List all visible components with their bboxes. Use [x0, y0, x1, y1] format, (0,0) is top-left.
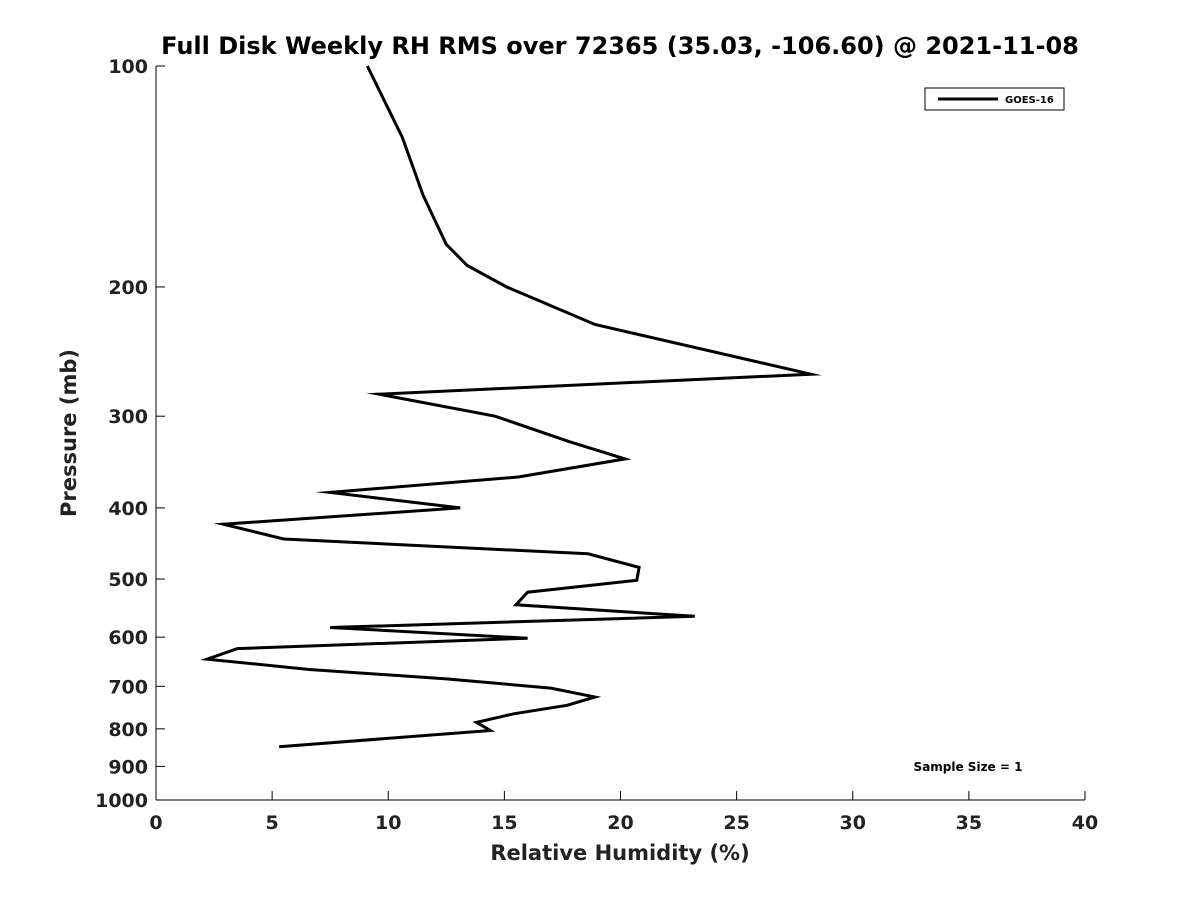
y-axis: 100 200 300 400 500 600 700 800 900 1000 — [95, 56, 165, 812]
series-line-goes-16 — [200, 65, 822, 749]
y-tick-label: 800 — [108, 719, 148, 741]
x-tick-label: 35 — [956, 812, 982, 834]
x-tick-label: 15 — [491, 812, 517, 834]
x-tick-label: 10 — [375, 812, 401, 834]
y-tick-label: 200 — [108, 277, 148, 299]
x-tick-label: 20 — [607, 812, 633, 834]
x-tick-label: 0 — [149, 812, 162, 834]
y-tick-label: 300 — [108, 406, 148, 428]
y-tick-label: 900 — [108, 756, 148, 778]
legend-label-goes-16: GOES-16 — [1005, 95, 1054, 106]
x-tick-label: 40 — [1072, 812, 1098, 834]
x-axis: 0 5 10 15 20 25 30 35 40 — [149, 791, 1098, 834]
series-layer — [200, 65, 822, 749]
x-tick-label: 25 — [723, 812, 749, 834]
y-tick-label: 400 — [108, 498, 148, 520]
x-axis-label: Relative Humidity (%) — [490, 841, 749, 865]
x-tick-label: 30 — [840, 812, 866, 834]
y-tick-label: 100 — [108, 56, 148, 78]
y-tick-label: 700 — [108, 676, 148, 698]
axes — [155, 66, 1085, 801]
chart-title: Full Disk Weekly RH RMS over 72365 (35.0… — [161, 32, 1079, 60]
legend: GOES-16 — [924, 87, 1065, 111]
x-tick-label: 5 — [266, 812, 279, 834]
y-tick-label: 500 — [108, 569, 148, 591]
sample-size-note: Sample Size = 1 — [914, 760, 1023, 774]
y-axis-label: Pressure (mb) — [57, 349, 81, 517]
y-tick-label: 1000 — [95, 790, 148, 812]
y-tick-label: 600 — [108, 627, 148, 649]
